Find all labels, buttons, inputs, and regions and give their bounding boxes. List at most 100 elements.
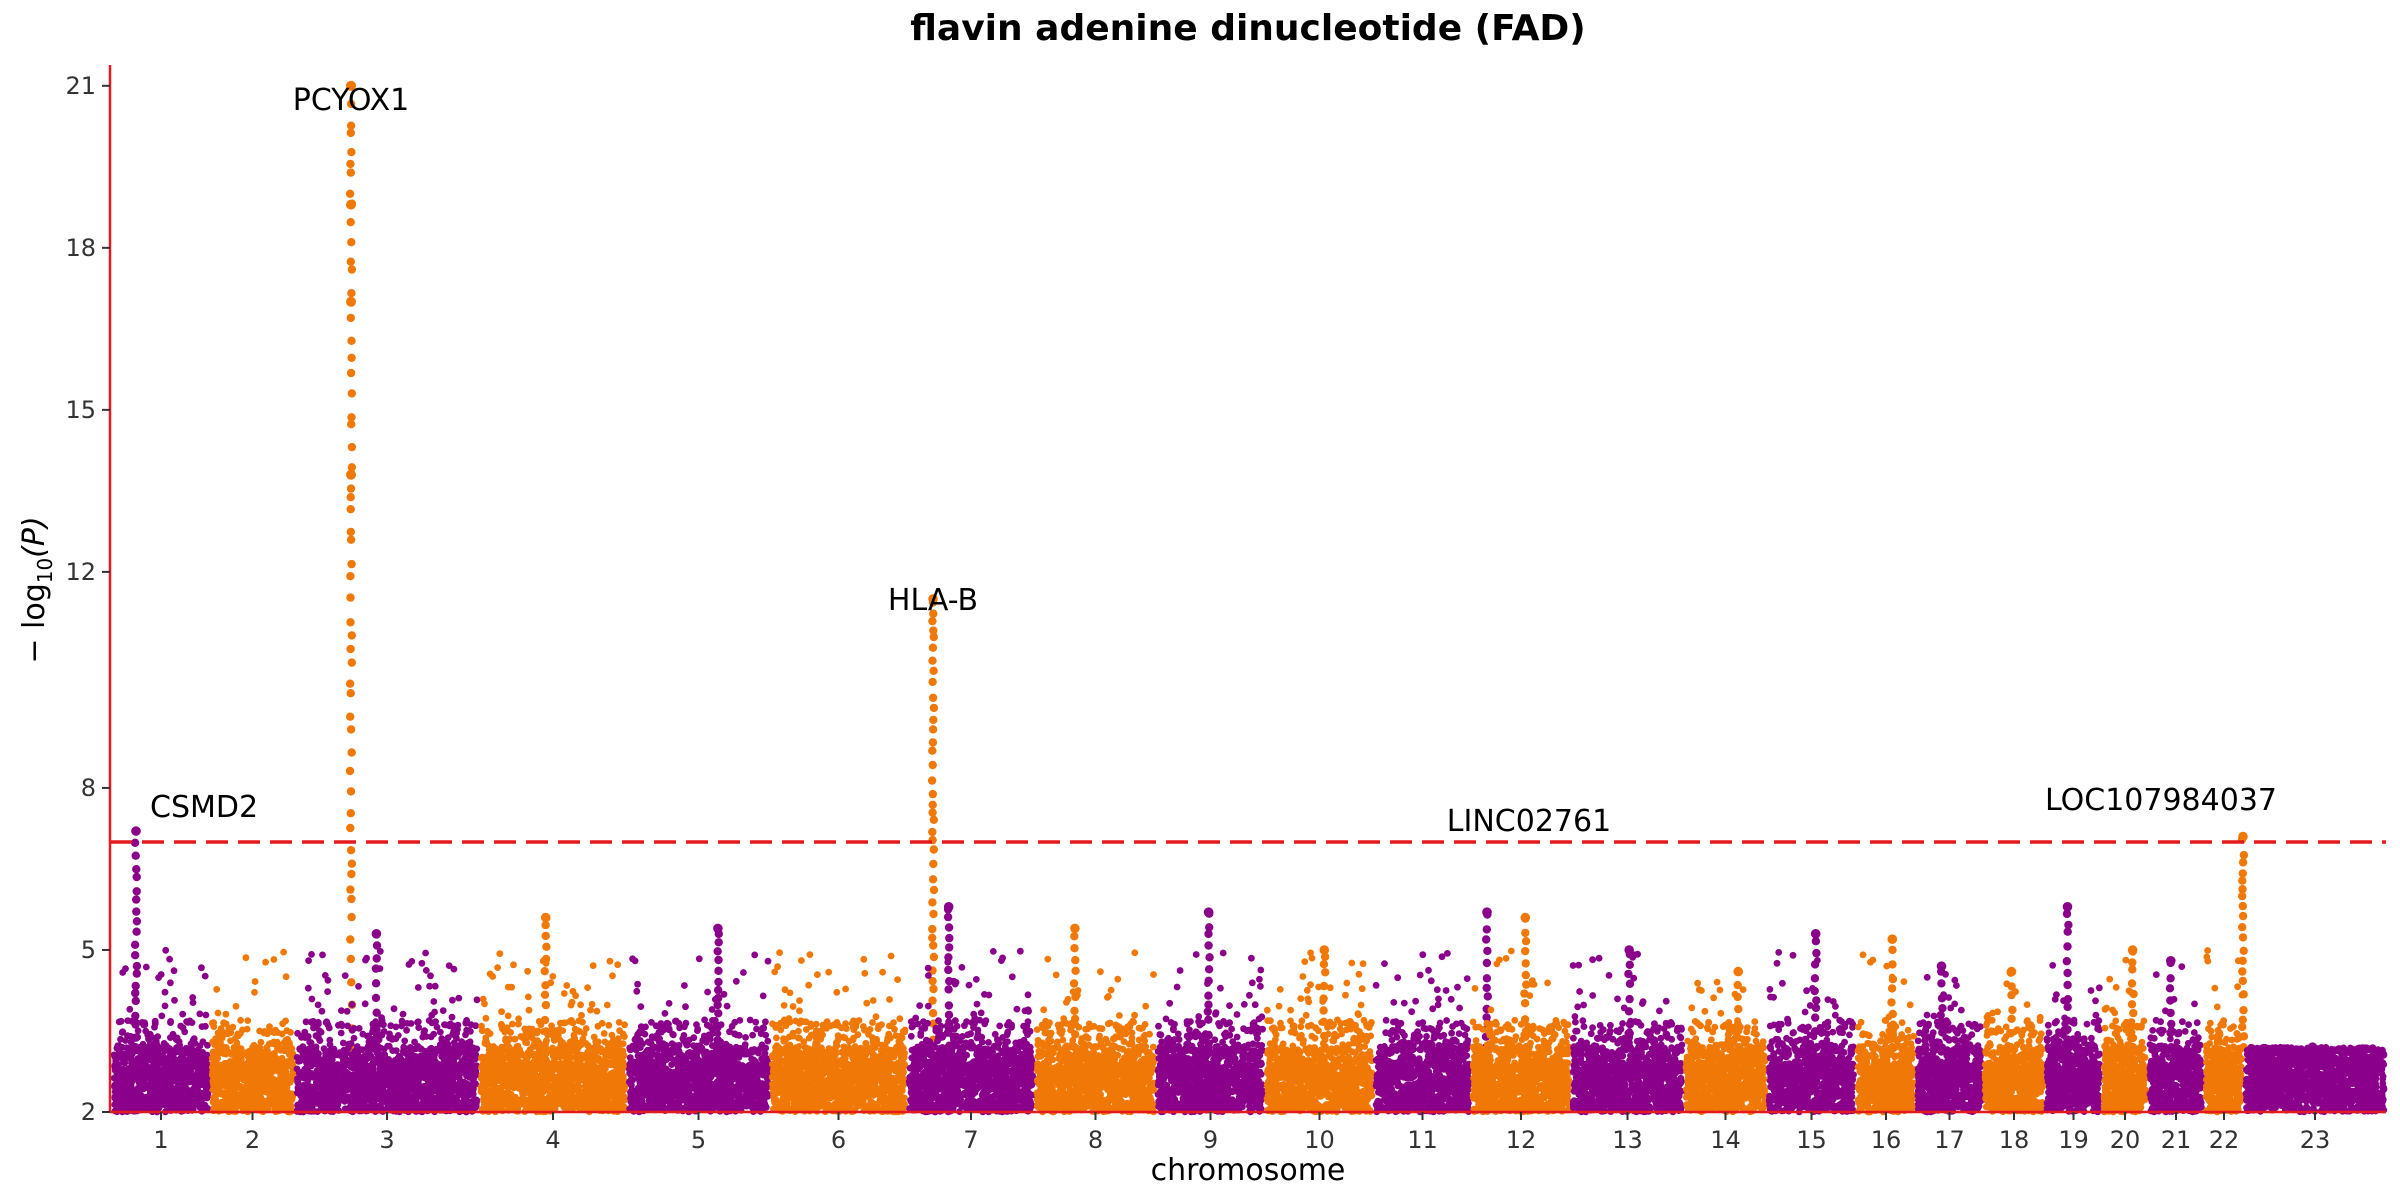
snp-point [346, 121, 356, 130]
snp-point [235, 1048, 243, 1056]
snp-point [131, 988, 140, 998]
snp-point [372, 1030, 382, 1039]
snp-point [178, 1089, 186, 1096]
snp-point [516, 1062, 524, 1069]
snp-point [280, 1074, 287, 1082]
snp-point [571, 1037, 578, 1045]
snp-point [550, 1066, 557, 1074]
snp-point [614, 1104, 622, 1112]
snp-point [347, 147, 356, 157]
snp-point [244, 1099, 252, 1106]
snp-point [399, 1010, 407, 1018]
snp-point [141, 1021, 149, 1029]
snp-point [367, 1066, 374, 1073]
snp-point [504, 1042, 512, 1050]
snp-point [588, 1000, 596, 1008]
snp-point [563, 1091, 571, 1099]
snp-point [235, 1083, 243, 1091]
snp-point [365, 1032, 372, 1040]
snp-point [417, 1052, 425, 1060]
snp-point [301, 1028, 309, 1036]
snp-point [533, 1055, 541, 1063]
snp-point [270, 956, 278, 963]
snp-point [130, 940, 140, 949]
snp-point [406, 1044, 414, 1051]
snp-point [602, 1048, 610, 1056]
snp-point [593, 1007, 601, 1015]
snp-point [556, 1098, 564, 1106]
snp-point [118, 1076, 126, 1084]
snp-point [203, 1094, 211, 1102]
snp-point [541, 954, 551, 964]
snp-point [403, 1026, 410, 1034]
snp-point [541, 981, 550, 990]
snp-point [385, 1082, 393, 1089]
snp-point [308, 995, 316, 1003]
chart-title: flavin adenine dinucleotide (FAD) [910, 8, 1586, 49]
snp-point [600, 1030, 608, 1037]
snp-point [322, 1070, 330, 1078]
snp-point [540, 1051, 548, 1059]
snp-point [517, 1033, 525, 1040]
snp-point [564, 1051, 572, 1059]
snp-point [524, 1071, 532, 1078]
snp-point [461, 1091, 469, 1099]
snp-point [579, 1018, 586, 1026]
snp-point [314, 1018, 322, 1026]
snp-point [337, 1067, 345, 1074]
snp-point [317, 1028, 325, 1036]
snp-point [525, 1006, 533, 1014]
snp-point [167, 979, 174, 987]
snp-point [347, 894, 356, 904]
snp-point [504, 1073, 512, 1081]
snp-point [242, 1086, 250, 1094]
snp-point [147, 1040, 154, 1047]
snp-point [181, 1068, 189, 1075]
snp-point [567, 1078, 574, 1086]
snp-point [549, 1028, 557, 1035]
snp-point [531, 1094, 538, 1101]
snp-point [304, 984, 312, 992]
snp-point [126, 1005, 134, 1013]
snp-point [593, 1089, 600, 1097]
snp-point [348, 1027, 356, 1034]
chromosome-2-points [208, 81, 357, 1116]
snp-point [621, 1086, 628, 1093]
snp-point [386, 1062, 394, 1070]
snp-point [326, 1041, 334, 1048]
snp-point [337, 1029, 345, 1037]
snp-point [111, 1082, 118, 1090]
snp-point [361, 1000, 369, 1008]
snp-point [323, 1064, 331, 1072]
snp-point [419, 1083, 427, 1091]
snp-point [542, 942, 551, 951]
snp-point [346, 368, 356, 378]
snp-point [257, 1038, 265, 1046]
snp-point [218, 1047, 225, 1055]
snp-point [551, 1082, 558, 1090]
snp-point [256, 1044, 264, 1052]
snp-point [433, 1060, 441, 1067]
snp-point [346, 484, 356, 493]
snp-point [346, 689, 355, 698]
snp-point [198, 1023, 206, 1030]
snp-point [346, 954, 355, 964]
snp-point [112, 1060, 119, 1068]
snp-point [302, 1018, 310, 1026]
snp-point [494, 964, 501, 971]
snp-point [401, 1037, 409, 1045]
snp-point [396, 1053, 404, 1060]
snp-point [279, 1082, 286, 1089]
snp-point [531, 1039, 538, 1046]
snp-point [541, 931, 550, 941]
snp-point [762, 1018, 769, 1026]
snp-point [465, 1069, 473, 1076]
snp-point [496, 950, 504, 958]
snp-point [220, 1019, 228, 1027]
snp-point [260, 1029, 268, 1037]
snp-point [431, 1096, 439, 1103]
snp-point [507, 1029, 514, 1036]
snp-point [427, 972, 434, 980]
snp-point [262, 1052, 270, 1060]
snp-point [540, 1015, 550, 1025]
